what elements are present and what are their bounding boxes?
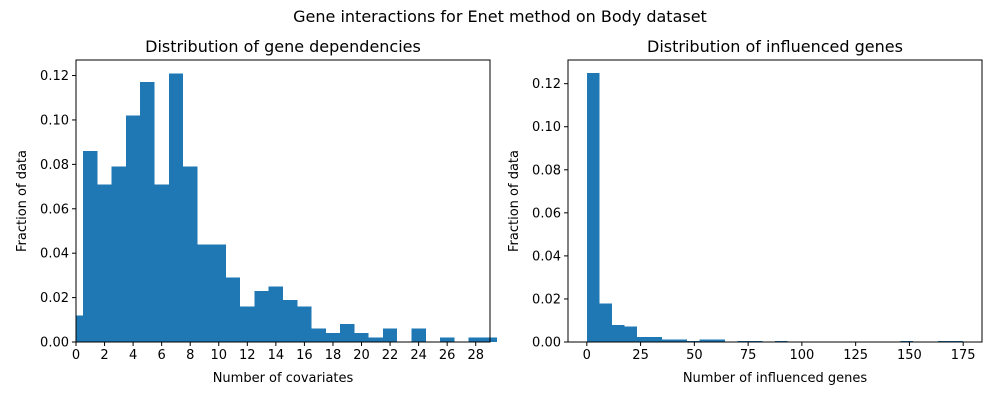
y-tick-label: 0.00 bbox=[532, 336, 561, 351]
x-tick-label: 26 bbox=[439, 348, 456, 363]
histogram-bar bbox=[624, 326, 637, 342]
y-tick-label: 0.00 bbox=[40, 336, 69, 351]
histogram-gene-dependencies: 0 2 4 6 8 10 12 14 16 18 20 22 24 26 280.000.020.040.0… bbox=[15, 37, 498, 386]
x-tick-label: 8 bbox=[186, 348, 194, 363]
histogram-bar bbox=[586, 72, 600, 343]
y-axis-label: Fraction of data bbox=[507, 150, 522, 252]
x-tick-label: 14 bbox=[268, 348, 285, 363]
histogram-bar bbox=[354, 333, 369, 342]
x-tick-label: 175 bbox=[951, 348, 976, 363]
x-tick-label: 12 bbox=[239, 348, 256, 363]
chart-title: Distribution of influenced genes bbox=[647, 37, 903, 56]
histogram-bar bbox=[111, 166, 126, 342]
histogram-bar bbox=[97, 184, 112, 342]
y-tick-label: 0.06 bbox=[532, 206, 561, 221]
x-tick-label: 20 bbox=[353, 348, 370, 363]
histogram-bar bbox=[168, 73, 184, 342]
y-tick-label: 0.12 bbox=[40, 69, 69, 84]
y-tick-label: 0.04 bbox=[532, 249, 561, 264]
y-tick-label: 0.04 bbox=[40, 247, 69, 262]
histogram-bar bbox=[411, 328, 426, 342]
histogram-bar bbox=[611, 324, 625, 342]
x-tick-label: 22 bbox=[382, 348, 399, 363]
histogram-bar bbox=[699, 339, 713, 342]
histogram-bar bbox=[325, 333, 341, 342]
histogram-bar bbox=[674, 339, 688, 342]
histogram-bar bbox=[468, 337, 483, 342]
histogram-bar bbox=[240, 306, 255, 342]
histogram-bar bbox=[599, 303, 612, 342]
y-tick-label: 0.08 bbox=[532, 163, 561, 178]
x-tick-label: 16 bbox=[296, 348, 313, 363]
x-tick-label: 4 bbox=[129, 348, 137, 363]
histogram-bar bbox=[283, 299, 298, 342]
x-tick-label: 28 bbox=[467, 348, 484, 363]
histogram-bar bbox=[225, 277, 241, 342]
y-tick-label: 0.10 bbox=[40, 113, 69, 128]
histogram-influenced-genes: 0 25 50 75 100 125 150 175 0.00 0.02 0.04 0.06 0.08 0… bbox=[507, 37, 983, 386]
histogram-bar bbox=[311, 328, 326, 342]
x-tick-label: 125 bbox=[843, 348, 868, 363]
histogram-bar bbox=[440, 337, 455, 342]
y-tick-label: 0.06 bbox=[40, 202, 69, 217]
x-tick-label: 75 bbox=[740, 348, 757, 363]
x-tick-label: 6 bbox=[158, 348, 166, 363]
histogram-bar bbox=[140, 82, 155, 343]
histogram-bar bbox=[125, 115, 141, 342]
y-axis-label: Fraction of data bbox=[15, 150, 30, 252]
chart-title: Distribution of gene dependencies bbox=[145, 37, 421, 56]
x-tick-label: 24 bbox=[410, 348, 427, 363]
histogram-bar bbox=[83, 151, 98, 342]
histogram-bar bbox=[368, 337, 383, 342]
histogram-bar bbox=[382, 328, 398, 342]
histogram-bar bbox=[662, 339, 675, 342]
y-tick-label: 0.08 bbox=[40, 158, 69, 173]
histogram-bar bbox=[211, 244, 226, 342]
y-tick-label: 0.02 bbox=[40, 291, 69, 306]
x-tick-label: 100 bbox=[789, 348, 814, 363]
histogram-bar bbox=[712, 339, 725, 342]
x-tick-label: 50 bbox=[686, 348, 703, 363]
histogram-bar bbox=[183, 166, 198, 342]
axes-frame bbox=[567, 59, 983, 343]
histogram-bar bbox=[154, 184, 169, 342]
x-tick-label: 0 bbox=[583, 348, 591, 363]
histogram-bar bbox=[197, 244, 212, 342]
x-axis-label: Number of influenced genes bbox=[683, 371, 868, 386]
figure-suptitle: Gene interactions for Enet method on Bod… bbox=[293, 7, 707, 26]
x-tick-label: 0 bbox=[72, 348, 80, 363]
x-tick-label: 2 bbox=[100, 348, 108, 363]
x-tick-label: 150 bbox=[897, 348, 922, 363]
x-axis-label: Number of covariates bbox=[213, 371, 354, 386]
y-tick-label: 0.12 bbox=[532, 77, 561, 92]
histogram-bar bbox=[649, 337, 663, 342]
y-tick-label: 0.02 bbox=[532, 292, 561, 307]
axes-frame bbox=[75, 59, 491, 343]
histogram-bar bbox=[254, 290, 269, 342]
x-tick-label: 10 bbox=[210, 348, 227, 363]
y-tick-label: 0.10 bbox=[532, 120, 561, 135]
histogram-bar bbox=[636, 337, 650, 342]
x-tick-label: 18 bbox=[325, 348, 342, 363]
histogram-bar bbox=[340, 324, 355, 342]
x-tick-label: 25 bbox=[632, 348, 649, 363]
histogram-bar bbox=[297, 306, 312, 342]
histogram-bar bbox=[268, 286, 283, 342]
